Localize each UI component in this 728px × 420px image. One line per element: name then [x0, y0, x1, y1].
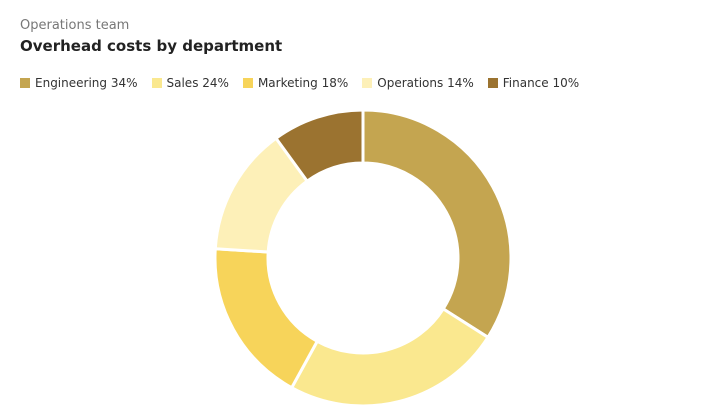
legend-name: Finance [502, 76, 549, 90]
legend-swatch [20, 78, 30, 88]
donut-segment [273, 108, 365, 184]
subtitle: Operations team [20, 18, 130, 33]
legend-item: Engineering 34% [20, 76, 138, 90]
legend-label: Sales 24% [167, 76, 229, 90]
legend-item: Finance 10% [487, 76, 579, 90]
legend-swatch [487, 78, 498, 88]
legend-label: Engineering 34% [35, 76, 138, 90]
legend-label: Operations 14% [377, 76, 473, 90]
legend-swatch [362, 78, 373, 88]
legend-item: Marketing 18% [242, 76, 348, 90]
donut-segment [361, 108, 513, 340]
legend-swatch [242, 78, 253, 88]
legend-value: 34% [110, 76, 138, 90]
legend-value: 10% [552, 76, 580, 90]
legend: Engineering 34% Sales 24% Marketing 18% Ope… [20, 76, 579, 90]
legend-name: Sales [166, 76, 199, 90]
legend-label: Marketing 18% [258, 76, 348, 90]
legend-name: Operations [377, 76, 444, 90]
legend-name: Engineering [35, 76, 107, 90]
donut-segment [213, 247, 320, 390]
donut-segment [289, 306, 491, 408]
legend-value: 24% [202, 76, 229, 90]
legend-label: Finance 10% [503, 76, 579, 90]
legend-item: Operations 14% [362, 76, 474, 90]
legend-name: Marketing [257, 76, 318, 90]
legend-value: 18% [321, 76, 349, 90]
chart-title: Overhead costs by department [20, 37, 283, 55]
legend-swatch [151, 78, 162, 88]
legend-item: Sales 24% [151, 76, 229, 90]
legend-value: 14% [447, 76, 474, 90]
